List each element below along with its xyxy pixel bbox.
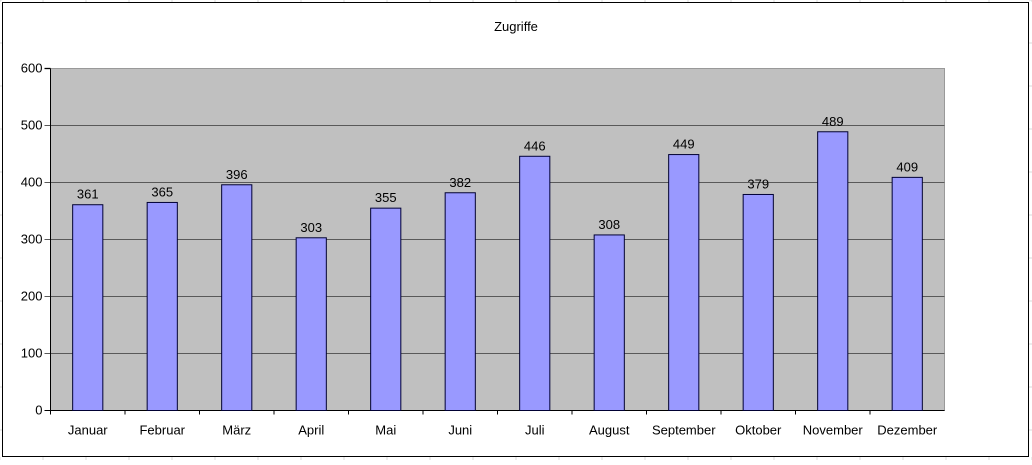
svg-text:300: 300 — [21, 232, 43, 247]
svg-text:365: 365 — [151, 184, 173, 199]
svg-text:489: 489 — [822, 114, 844, 129]
svg-text:303: 303 — [300, 220, 322, 235]
svg-text:355: 355 — [375, 190, 397, 205]
svg-text:April: April — [298, 423, 324, 438]
svg-text:396: 396 — [226, 167, 248, 182]
svg-text:200: 200 — [21, 289, 43, 304]
svg-text:Oktober: Oktober — [735, 423, 782, 438]
svg-text:Mai: Mai — [375, 423, 396, 438]
svg-text:Juli: Juli — [525, 423, 545, 438]
svg-text:382: 382 — [449, 175, 471, 190]
svg-text:449: 449 — [673, 137, 695, 152]
svg-text:Januar: Januar — [68, 423, 108, 438]
svg-text:Februar: Februar — [139, 423, 185, 438]
svg-text:Zugriffe: Zugriffe — [494, 19, 538, 34]
svg-text:November: November — [803, 423, 864, 438]
svg-text:0: 0 — [35, 403, 42, 418]
svg-text:446: 446 — [524, 138, 546, 153]
svg-text:308: 308 — [598, 217, 620, 232]
svg-text:409: 409 — [896, 159, 918, 174]
svg-text:500: 500 — [21, 118, 43, 133]
svg-text:600: 600 — [21, 61, 43, 76]
svg-text:Dezember: Dezember — [877, 423, 938, 438]
svg-text:400: 400 — [21, 175, 43, 190]
svg-text:März: März — [222, 423, 251, 438]
svg-text:361: 361 — [77, 187, 99, 202]
svg-text:September: September — [652, 423, 716, 438]
svg-text:Juni: Juni — [448, 423, 472, 438]
svg-text:100: 100 — [21, 346, 43, 361]
svg-text:379: 379 — [747, 176, 769, 191]
svg-text:August: August — [589, 423, 630, 438]
